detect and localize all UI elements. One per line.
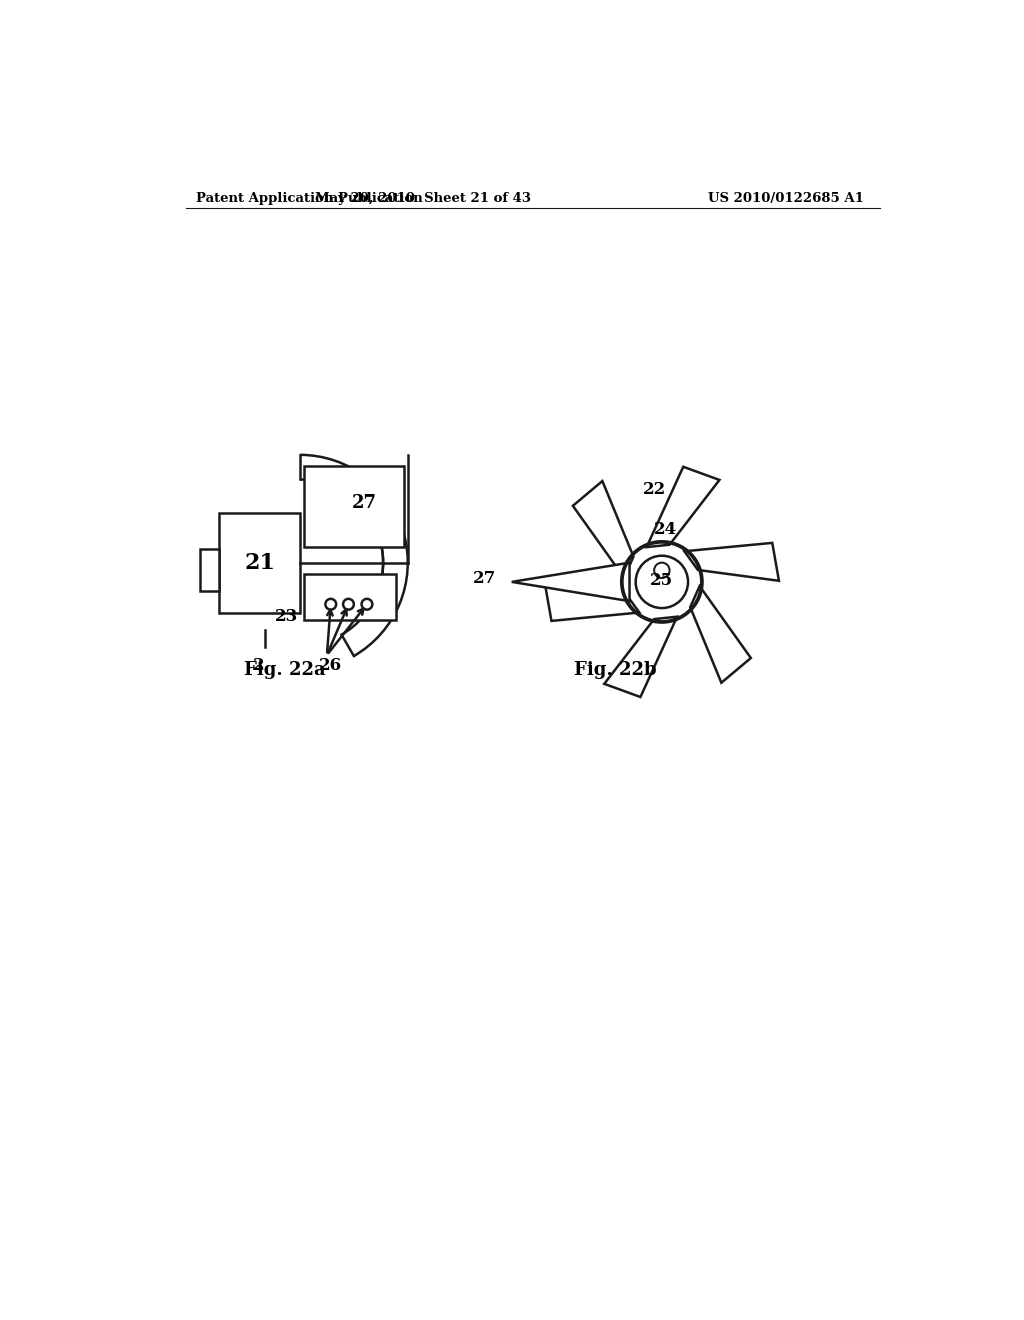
- Bar: [304, 466, 403, 548]
- Polygon shape: [690, 586, 751, 682]
- Text: 24: 24: [654, 521, 677, 539]
- Text: US 2010/0122685 A1: US 2010/0122685 A1: [708, 191, 864, 205]
- Text: 21: 21: [244, 552, 275, 574]
- Text: 22: 22: [642, 480, 666, 498]
- Text: 26: 26: [319, 656, 342, 673]
- Text: 23: 23: [274, 609, 298, 626]
- Polygon shape: [604, 616, 677, 697]
- Text: Fig. 22a: Fig. 22a: [244, 661, 326, 680]
- Polygon shape: [512, 562, 630, 601]
- Bar: [219, 512, 300, 612]
- Text: Fig. 22b: Fig. 22b: [574, 661, 657, 680]
- Polygon shape: [684, 543, 779, 581]
- Text: 25: 25: [650, 572, 674, 589]
- Polygon shape: [545, 583, 639, 620]
- Text: 27: 27: [351, 494, 377, 512]
- Text: Patent Application Publication: Patent Application Publication: [196, 191, 423, 205]
- Text: 2: 2: [253, 656, 265, 673]
- Polygon shape: [572, 480, 634, 578]
- Bar: [200, 549, 219, 591]
- Polygon shape: [646, 467, 720, 546]
- Bar: [304, 574, 396, 620]
- Text: 27: 27: [473, 569, 497, 586]
- Text: May 20, 2010  Sheet 21 of 43: May 20, 2010 Sheet 21 of 43: [315, 191, 531, 205]
